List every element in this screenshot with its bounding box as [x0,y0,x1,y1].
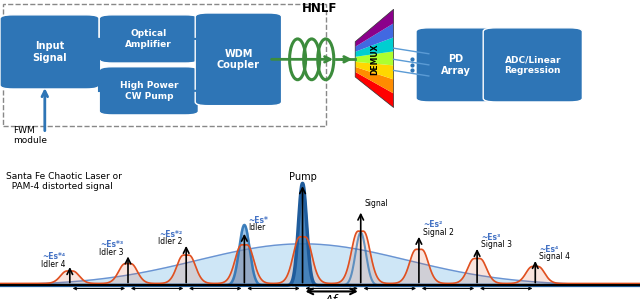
Text: Signal 4: Signal 4 [540,252,570,261]
Polygon shape [355,37,394,57]
Text: Signal 2: Signal 2 [423,228,454,237]
FancyBboxPatch shape [0,15,99,89]
Text: Signal 3: Signal 3 [481,240,512,249]
Text: Δf: Δf [325,295,338,299]
Text: ~Es*³: ~Es*³ [100,240,124,249]
Text: DEMUX: DEMUX [370,44,379,75]
Text: ~Es³: ~Es³ [481,233,500,242]
Text: Idler 3: Idler 3 [99,248,124,257]
Polygon shape [355,67,394,94]
FancyBboxPatch shape [416,28,496,102]
Text: High Power
CW Pump: High Power CW Pump [120,81,178,100]
Text: PD
Array: PD Array [441,54,471,76]
FancyBboxPatch shape [195,13,282,106]
FancyBboxPatch shape [99,67,198,115]
Polygon shape [355,72,394,108]
Text: FWM
module: FWM module [13,126,47,145]
Polygon shape [355,9,394,47]
Text: Idler 2: Idler 2 [157,237,182,246]
Text: Signal: Signal [365,199,388,208]
Text: ~Es⁴: ~Es⁴ [540,245,559,254]
FancyBboxPatch shape [483,28,582,102]
Text: ~Es²: ~Es² [423,220,442,229]
Text: Idler 4: Idler 4 [41,260,66,269]
Text: Optical
Amplifier: Optical Amplifier [125,29,172,49]
Text: ~Es*: ~Es* [248,216,268,225]
Text: Input
Signal: Input Signal [32,41,67,63]
Text: ADC/Linear
Regression: ADC/Linear Regression [504,55,561,74]
FancyBboxPatch shape [99,15,198,63]
Text: ~Es*⁴: ~Es*⁴ [42,252,66,261]
Text: Pump: Pump [289,172,317,182]
Text: Idler: Idler [248,223,266,233]
Text: Santa Fe Chaotic Laser or
  PAM-4 distorted signal: Santa Fe Chaotic Laser or PAM-4 distorte… [6,172,122,191]
Text: WDM
Coupler: WDM Coupler [217,48,260,70]
Polygon shape [355,23,394,52]
Text: HNLF: HNLF [302,2,338,15]
Polygon shape [355,62,394,80]
Text: ~Es*²: ~Es*² [159,230,182,239]
Polygon shape [355,51,394,65]
